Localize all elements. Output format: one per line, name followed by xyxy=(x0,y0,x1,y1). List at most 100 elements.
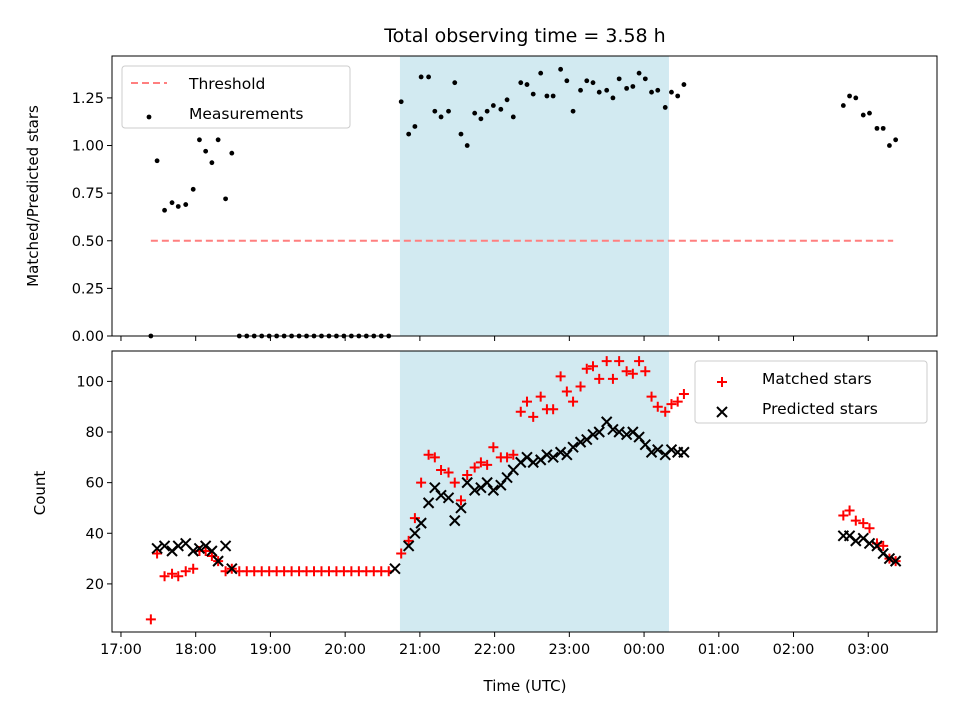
data-point xyxy=(406,131,412,137)
data-point xyxy=(588,361,599,372)
data-point xyxy=(581,363,592,374)
data-point xyxy=(219,540,232,552)
data-point xyxy=(850,515,861,526)
data-point xyxy=(229,150,235,156)
x-tick-label: 23:00 xyxy=(548,642,590,658)
count-y-axis-label: Count xyxy=(31,471,49,516)
data-point xyxy=(215,137,221,143)
x-tick-label: 00:00 xyxy=(623,642,665,658)
data-point xyxy=(209,160,215,166)
data-point xyxy=(455,495,466,506)
data-point xyxy=(678,389,689,400)
data-point xyxy=(564,78,570,84)
data-point xyxy=(607,423,619,436)
data-point xyxy=(575,381,586,392)
data-point xyxy=(889,555,902,567)
axes-frame xyxy=(111,350,938,633)
data-point xyxy=(607,373,618,384)
y-tick-label: 40 xyxy=(86,526,104,542)
data-point xyxy=(409,513,420,524)
data-point xyxy=(415,517,427,529)
data-point xyxy=(438,114,444,120)
data-point xyxy=(678,446,690,458)
data-point xyxy=(508,449,519,460)
data-point xyxy=(558,66,564,72)
data-point xyxy=(621,366,632,377)
highlight-span xyxy=(399,351,669,632)
data-point xyxy=(850,535,862,547)
data-point xyxy=(838,510,849,521)
data-point xyxy=(613,426,625,438)
data-point xyxy=(548,404,559,415)
data-point xyxy=(521,396,532,407)
data-point xyxy=(418,74,424,80)
x-tick-label: 18:00 xyxy=(175,642,217,658)
y-tick-label: 1.25 xyxy=(72,91,104,107)
data-point xyxy=(665,444,678,456)
legend-swatch xyxy=(717,377,727,387)
data-point xyxy=(593,426,605,438)
data-point xyxy=(469,462,480,473)
data-point xyxy=(672,396,683,407)
data-point xyxy=(484,108,490,114)
data-point xyxy=(226,563,238,575)
data-point xyxy=(402,540,415,552)
data-point xyxy=(478,116,484,122)
data-point xyxy=(620,428,633,441)
x-tick-label: 22:00 xyxy=(474,642,516,658)
data-point xyxy=(864,523,875,534)
data-point xyxy=(853,95,859,101)
data-point xyxy=(203,148,209,154)
data-point xyxy=(880,125,886,131)
data-point xyxy=(487,484,500,496)
data-point xyxy=(662,105,668,110)
y-tick-label: 0.25 xyxy=(72,281,104,297)
data-point xyxy=(614,356,625,367)
data-point xyxy=(416,477,427,488)
data-point xyxy=(449,477,460,488)
legend-box xyxy=(121,65,351,129)
data-point xyxy=(180,566,191,577)
data-point xyxy=(154,158,160,164)
data-point xyxy=(669,89,674,95)
data-point xyxy=(206,551,217,562)
data-point xyxy=(863,537,876,550)
data-point xyxy=(570,108,576,114)
data-point xyxy=(878,540,889,551)
data-point xyxy=(587,428,599,441)
data-point xyxy=(435,489,447,502)
data-point xyxy=(646,391,657,402)
x-tick-label: 03:00 xyxy=(847,642,889,658)
x-tick-label: 17:00 xyxy=(100,642,142,658)
data-point xyxy=(652,444,664,456)
data-point xyxy=(212,555,224,567)
data-point xyxy=(429,452,440,463)
data-point xyxy=(840,103,846,108)
data-point xyxy=(604,87,610,93)
x-tick-label: 02:00 xyxy=(773,642,815,658)
data-point xyxy=(642,76,648,82)
data-point xyxy=(502,452,513,463)
data-point xyxy=(172,540,184,552)
chart-title: Total observing time = 3.58 h xyxy=(383,25,665,47)
data-point xyxy=(167,568,178,579)
data-point xyxy=(640,366,651,377)
data-point xyxy=(893,137,899,143)
data-point xyxy=(860,112,866,118)
data-point xyxy=(630,84,636,89)
data-point xyxy=(409,527,421,539)
data-point xyxy=(544,93,550,99)
data-point xyxy=(449,514,461,527)
ratio-y-axis-label: Matched/Predicted stars xyxy=(24,105,42,287)
data-point xyxy=(158,540,171,552)
data-point xyxy=(193,542,206,555)
data-point xyxy=(412,124,418,129)
data-point xyxy=(183,202,189,207)
data-point xyxy=(482,459,493,470)
data-point xyxy=(396,548,407,559)
data-point xyxy=(645,446,658,458)
legend-swatch xyxy=(716,406,728,418)
data-point xyxy=(858,518,869,529)
data-point xyxy=(423,449,434,460)
data-point xyxy=(594,373,605,384)
